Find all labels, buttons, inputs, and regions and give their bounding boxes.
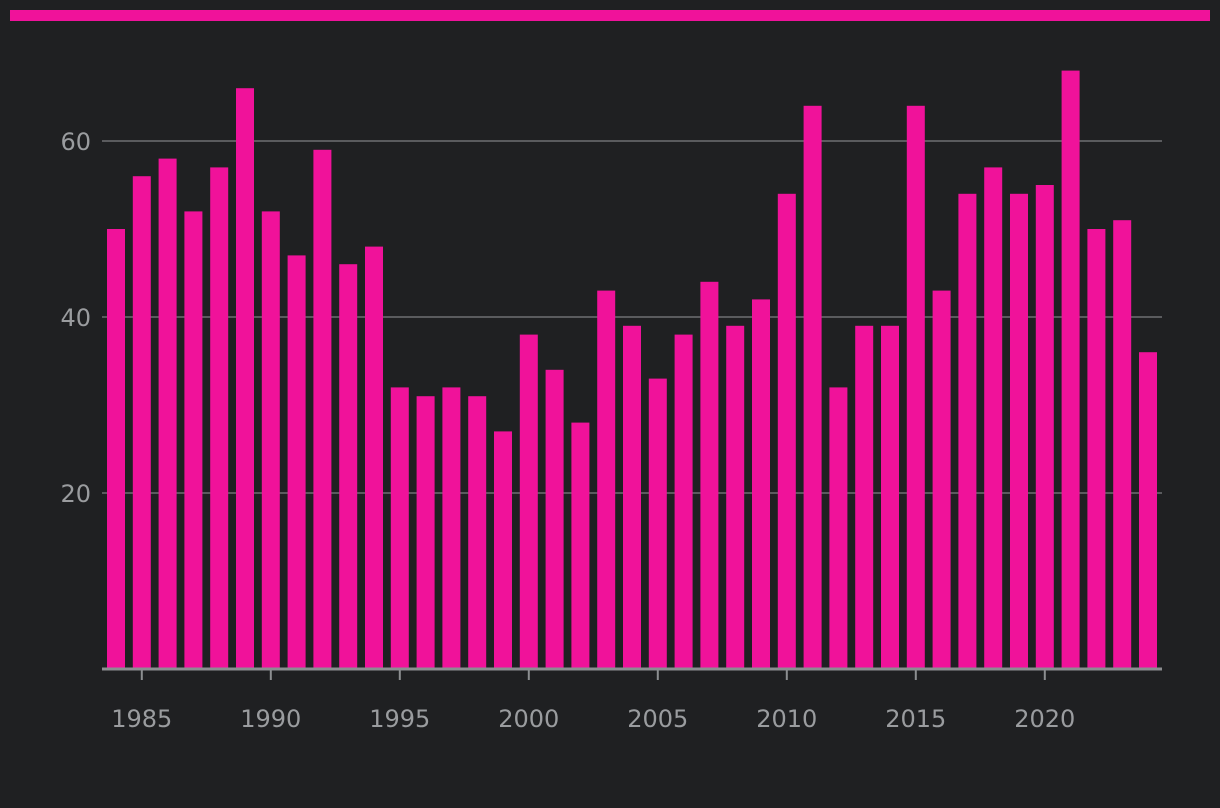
bar-1999 — [494, 431, 512, 669]
bar-2021 — [1061, 70, 1080, 670]
bar-1997 — [442, 387, 461, 669]
bar-2014 — [881, 325, 899, 669]
bar-2012 — [829, 387, 848, 669]
x-tick-label: 2015 — [885, 705, 946, 733]
bar-2009 — [752, 299, 770, 669]
x-tick-label: 2000 — [498, 705, 559, 733]
bar-2023 — [1113, 220, 1132, 669]
bar-2001 — [545, 369, 564, 669]
bar-1992 — [313, 149, 332, 670]
bar-1998 — [468, 396, 487, 669]
bar-1988 — [210, 167, 229, 669]
bar-1993 — [339, 264, 358, 669]
bar-1987 — [184, 211, 203, 669]
bar-1990 — [261, 211, 280, 669]
y-tick-label: 20 — [60, 480, 91, 508]
bar-1986 — [158, 158, 177, 669]
bar-2020 — [1035, 185, 1054, 669]
bar-1984 — [107, 229, 125, 669]
x-tick-label: 1985 — [111, 705, 172, 733]
bar-2004 — [623, 325, 641, 669]
bar-1994 — [365, 246, 383, 669]
bars — [107, 70, 1157, 670]
x-axis-labels: 1985 1990 1995 2000 2005 2010 2015 2020 — [111, 705, 1075, 733]
bar-2008 — [726, 325, 745, 669]
x-tick-label: 2010 — [756, 705, 817, 733]
bar-2019 — [1010, 193, 1028, 670]
bar-1991 — [287, 255, 306, 669]
y-tick-label: 60 — [60, 128, 91, 156]
y-axis-labels: 20 40 60 — [60, 128, 91, 508]
y-tick-label: 40 — [60, 304, 91, 332]
bar-1989 — [236, 88, 254, 669]
bar-2011 — [803, 105, 822, 670]
bar-2022 — [1087, 229, 1106, 669]
bar-1985 — [132, 176, 151, 669]
bar-2013 — [855, 325, 874, 669]
bar-2003 — [597, 290, 616, 669]
bar-2024 — [1139, 352, 1157, 669]
bar-2018 — [984, 167, 1003, 669]
bar-2007 — [700, 281, 719, 669]
x-axis — [102, 667, 1162, 680]
bar-2016 — [932, 290, 951, 669]
bar-2015 — [906, 105, 925, 670]
bar-2002 — [571, 422, 590, 669]
bar-2006 — [674, 334, 693, 669]
x-tick-label: 2020 — [1014, 705, 1075, 733]
bar-1995 — [390, 387, 409, 669]
header-accent-bar — [10, 10, 1210, 21]
bar-2010 — [777, 193, 796, 670]
bar-2000 — [519, 334, 538, 669]
bar-1996 — [416, 396, 435, 669]
x-tick-label: 2005 — [627, 705, 688, 733]
x-tick-label: 1990 — [240, 705, 301, 733]
x-tick-label: 1995 — [369, 705, 430, 733]
bar-2005 — [648, 378, 667, 669]
bar-2017 — [958, 193, 977, 670]
